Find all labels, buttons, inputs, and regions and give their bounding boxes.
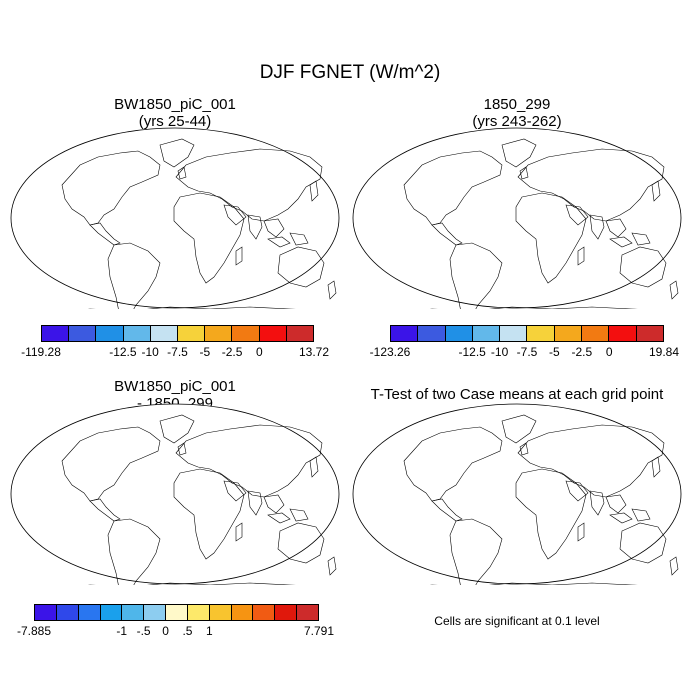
- colorbar-swatch: [232, 326, 260, 341]
- map-case2: [352, 127, 682, 309]
- colorbar-swatch: [209, 605, 232, 620]
- colorbar-tick-label: 19.84: [648, 345, 680, 359]
- colorbar-swatch: [187, 605, 210, 620]
- colorbar-swatch: [609, 326, 637, 341]
- colorbar-tick-label: -.5: [136, 624, 151, 638]
- globe-ocean: [11, 404, 339, 584]
- panel-title-case2: 1850_299 (yrs 243-262): [352, 96, 682, 130]
- colorbar-swatch: [150, 326, 179, 341]
- colorbar-tick-label: 0: [605, 345, 613, 359]
- colorbar-swatch: [100, 605, 123, 620]
- colorbar-tick-label: -1: [116, 624, 128, 638]
- colorbar-swatch: [418, 326, 446, 341]
- colorbar-swatch: [259, 326, 287, 341]
- colorbar-tick-label: -7.5: [167, 345, 188, 359]
- globe-outline: [352, 127, 682, 309]
- colorbar-swatch: [122, 605, 145, 620]
- colorbar-swatch: [123, 326, 151, 341]
- colorbar-swatch: [445, 326, 473, 341]
- colorbar-swatch: [253, 605, 276, 620]
- colorbar-tick-label: -2.5: [571, 345, 593, 359]
- panel-title-line1: BW1850_piC_001: [114, 96, 236, 113]
- colorbar-tick-label: .5: [182, 624, 193, 638]
- colorbar-swatch: [472, 326, 501, 341]
- colorbar-tick-label: 0: [256, 345, 263, 359]
- colorbar-tick-label: -7.5: [516, 345, 538, 359]
- panel-title-line1: T-Test of two Case means at each grid po…: [370, 386, 664, 403]
- colorbar-swatch: [205, 326, 233, 341]
- colorbar-swatch: [96, 326, 124, 341]
- panel-title-ttest: T-Test of two Case means at each grid po…: [352, 386, 682, 403]
- colorbar-swatch: [636, 326, 663, 341]
- colorbar-swatch: [500, 326, 528, 341]
- significance-note: Cells are significant at 0.1 level: [434, 614, 600, 628]
- globe-outline: [10, 403, 340, 585]
- colorbar-swatch: [582, 326, 610, 341]
- colorbar-swatch: [166, 605, 188, 620]
- colorbar-tick-label: 0: [162, 624, 169, 638]
- colorbar-swatch: [297, 605, 318, 620]
- colorbar-case1: -119.28 -12.5 -10 -7.5 -5 -2.5 0 13.72: [21, 325, 329, 361]
- globe-ocean: [353, 128, 681, 308]
- colorbar-tick-label: -10: [141, 345, 159, 359]
- map-diff: [10, 403, 340, 585]
- colorbar-tick-label: -5: [549, 345, 560, 359]
- colorbar-swatch: [42, 326, 70, 341]
- colorbar-swatch: [144, 605, 167, 620]
- map-ttest: [352, 403, 682, 585]
- globe-ocean: [353, 404, 681, 584]
- panel-title-line2: (yrs 25-44): [138, 113, 212, 130]
- colorbar-swatch: [69, 326, 97, 341]
- colorbar-boxes: [34, 604, 319, 621]
- globe-ocean: [11, 128, 339, 308]
- colorbar-swatch: [391, 326, 419, 341]
- figure-title: DJF FGNET (W/m^2): [259, 62, 441, 83]
- panel-title-line2: (yrs 243-262): [472, 113, 562, 130]
- colorbar-case2: -123.26 -12.5 -10 -7.5 -5 -2.5 0 19.84: [370, 325, 679, 361]
- colorbar-tick-label: -123.26: [369, 345, 411, 359]
- colorbar-tick-label: -10: [490, 345, 509, 359]
- colorbar-swatch: [275, 605, 298, 620]
- map-case1: [10, 127, 340, 309]
- colorbar-tick-label: -12.5: [458, 345, 486, 359]
- globe-outline: [352, 403, 682, 585]
- colorbar-tick-label: -12.5: [109, 345, 137, 359]
- colorbar-tick-label: -119.28: [21, 345, 61, 359]
- colorbar-swatch: [231, 605, 254, 620]
- colorbar-boxes: [390, 325, 664, 342]
- colorbar-swatch: [178, 326, 206, 341]
- colorbar-tick-label: -2.5: [221, 345, 243, 359]
- colorbar-swatch: [56, 605, 79, 620]
- colorbar-swatch: [554, 326, 583, 341]
- colorbar-swatch: [35, 605, 57, 620]
- colorbar-boxes: [41, 325, 314, 342]
- colorbar-tick-label: 13.72: [298, 345, 330, 359]
- colorbar-diff: -7.885 -1 -.5 0 .5 1 7.791: [17, 604, 334, 640]
- colorbar-tick-label: 1: [206, 624, 213, 638]
- panel-title-case1: BW1850_piC_001 (yrs 25-44): [10, 96, 340, 130]
- colorbar-swatch: [527, 326, 555, 341]
- panel-title-line1: 1850_299: [483, 96, 551, 113]
- colorbar-swatch: [78, 605, 101, 620]
- panel-title-line1: BW1850_piC_001: [114, 378, 236, 395]
- colorbar-swatch: [286, 326, 314, 341]
- globe-outline: [10, 127, 340, 309]
- colorbar-tick-label: 7.791: [303, 624, 335, 638]
- colorbar-tick-label: -7.885: [16, 624, 52, 638]
- colorbar-tick-label: -5: [199, 345, 211, 359]
